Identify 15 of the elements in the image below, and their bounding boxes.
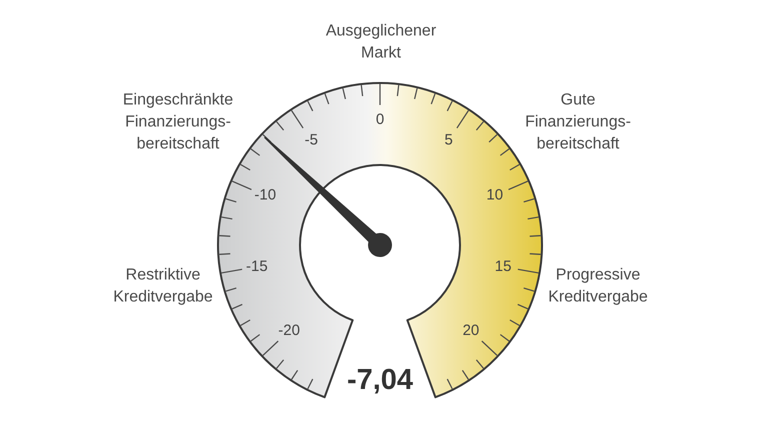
text: -20	[278, 322, 300, 339]
text: -15	[246, 258, 268, 275]
text: 15	[494, 258, 512, 275]
text: Restriktive Kreditvergabe	[113, 266, 213, 306]
text: Eingeschränkte Finanzierungs- bereitschaft	[122, 91, 234, 152]
text: Gute Finanzierungs- bereitschaft	[525, 91, 631, 152]
text: Progressive Kreditvergabe	[548, 266, 648, 306]
text: 5	[444, 132, 453, 149]
text: 0	[376, 111, 384, 128]
text: 20	[462, 322, 480, 339]
data-label: -7,04	[346, 364, 414, 396]
text: -5	[304, 132, 318, 149]
text: Ausgeglichener Markt	[326, 22, 437, 62]
text: 10	[486, 186, 504, 204]
text: -10	[254, 186, 276, 204]
